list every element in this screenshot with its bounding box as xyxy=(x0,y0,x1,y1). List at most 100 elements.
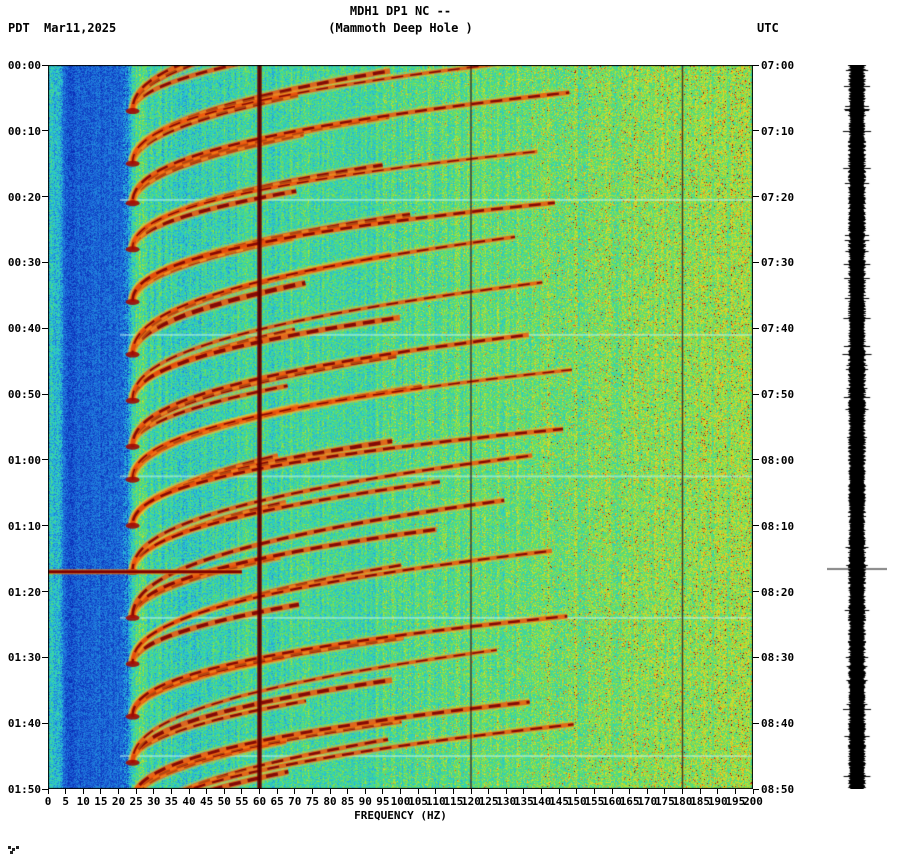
x-tick-label: 5 xyxy=(62,795,69,808)
x-tick-label: 165 xyxy=(619,795,640,808)
x-tick-label: 110 xyxy=(425,795,446,808)
x-tick xyxy=(347,789,349,794)
right-tick-label: 08:10 xyxy=(761,519,795,533)
x-tick xyxy=(734,789,736,794)
x-tick xyxy=(100,789,102,794)
left-tick-label: 01:00 xyxy=(7,453,41,467)
x-tick xyxy=(135,789,137,794)
right-tick xyxy=(753,591,759,593)
left-tick xyxy=(42,459,48,461)
right-tick-label: 08:20 xyxy=(761,585,795,599)
x-tick-label: 30 xyxy=(147,795,161,808)
left-tick-label: 01:50 xyxy=(7,783,41,796)
right-tick-label: 08:00 xyxy=(761,453,795,467)
x-tick-label: 55 xyxy=(235,795,249,808)
left-tick xyxy=(42,722,48,724)
x-tick xyxy=(276,789,278,794)
right-tick-label: 08:40 xyxy=(761,717,795,731)
x-tick xyxy=(311,789,313,794)
left-tick xyxy=(42,261,48,263)
x-tick xyxy=(223,789,225,794)
x-tick-label: 60 xyxy=(252,795,267,808)
left-tick-label: 01:40 xyxy=(7,717,41,731)
x-tick-label: 75 xyxy=(305,795,319,808)
left-tick-label: 00:20 xyxy=(7,190,41,204)
x-tick xyxy=(294,789,296,794)
x-tick xyxy=(752,789,754,794)
x-tick xyxy=(682,789,683,794)
station-title: MDH1 DP1 NC -- xyxy=(349,4,452,18)
x-tick xyxy=(523,789,525,794)
left-tick xyxy=(42,656,48,658)
x-tick xyxy=(47,789,49,794)
x-tick-label: 195 xyxy=(725,795,746,808)
left-tick xyxy=(42,64,48,66)
left-tick xyxy=(42,788,48,790)
x-tick-label: 155 xyxy=(584,795,605,808)
left-tick xyxy=(42,196,48,198)
x-tick-label: 160 xyxy=(602,795,622,808)
x-tick-label: 25 xyxy=(129,795,143,808)
left-tick-label: 00:10 xyxy=(7,124,41,138)
x-tick xyxy=(417,789,419,794)
x-tick xyxy=(488,789,490,794)
left-tick xyxy=(42,327,48,329)
right-tick xyxy=(753,722,759,724)
x-tick-label: 145 xyxy=(549,795,570,808)
timezone-left-label: PDT xyxy=(8,21,30,35)
x-tick-label: 130 xyxy=(496,795,517,808)
x-tick xyxy=(400,789,401,794)
right-tick xyxy=(753,261,759,263)
x-tick xyxy=(241,789,243,794)
x-tick-label: 100 xyxy=(390,795,411,808)
right-tick xyxy=(753,393,759,395)
left-tick-label: 01:10 xyxy=(7,519,41,533)
x-tick xyxy=(576,789,578,794)
right-tick-label: 08:30 xyxy=(761,651,795,665)
x-tick-label: 95 xyxy=(376,795,390,808)
left-tick-label: 00:40 xyxy=(7,322,41,336)
x-tick-label: 125 xyxy=(478,795,499,808)
x-tick xyxy=(452,789,454,794)
x-axis-title: FREQUENCY (HZ) xyxy=(354,809,447,822)
timezone-right-label: UTC xyxy=(757,21,779,35)
right-tick xyxy=(753,656,759,658)
x-tick-label: 65 xyxy=(270,795,284,808)
x-tick xyxy=(593,789,595,794)
x-tick xyxy=(206,789,208,794)
right-tick xyxy=(753,459,759,461)
x-tick xyxy=(82,789,84,794)
right-tick xyxy=(753,130,759,132)
x-tick-label: 85 xyxy=(341,795,355,808)
corner-mark xyxy=(8,846,11,849)
x-tick xyxy=(629,789,631,794)
x-tick xyxy=(364,789,366,794)
x-tick-label: 80 xyxy=(323,795,337,808)
x-tick-label: 185 xyxy=(690,795,711,808)
station-subtitle: (Mammoth Deep Hole ) xyxy=(328,21,473,35)
left-tick-label: 01:20 xyxy=(7,585,41,599)
x-tick xyxy=(699,789,701,794)
x-tick-label: 180 xyxy=(672,795,693,808)
x-tick-label: 10 xyxy=(76,795,90,808)
x-tick xyxy=(611,789,613,794)
x-tick-label: 190 xyxy=(707,795,728,808)
x-tick-label: 20 xyxy=(111,795,126,808)
x-tick xyxy=(65,789,67,794)
spectrogram-heatmap xyxy=(48,65,753,789)
x-tick-label: 150 xyxy=(566,795,587,808)
left-tick xyxy=(42,591,48,593)
right-tick-label: 07:50 xyxy=(761,388,795,402)
x-tick xyxy=(170,789,172,794)
x-tick xyxy=(259,789,260,794)
right-tick-label: 08:50 xyxy=(761,783,795,796)
right-tick xyxy=(753,64,759,66)
x-tick xyxy=(717,789,719,794)
x-tick-label: 120 xyxy=(461,795,481,808)
x-tick-label: 175 xyxy=(654,795,675,808)
x-tick-label: 115 xyxy=(443,795,464,808)
left-tick-label: 00:30 xyxy=(7,256,41,270)
x-tick-label: 40 xyxy=(182,795,196,808)
x-tick-label: 70 xyxy=(288,795,302,808)
